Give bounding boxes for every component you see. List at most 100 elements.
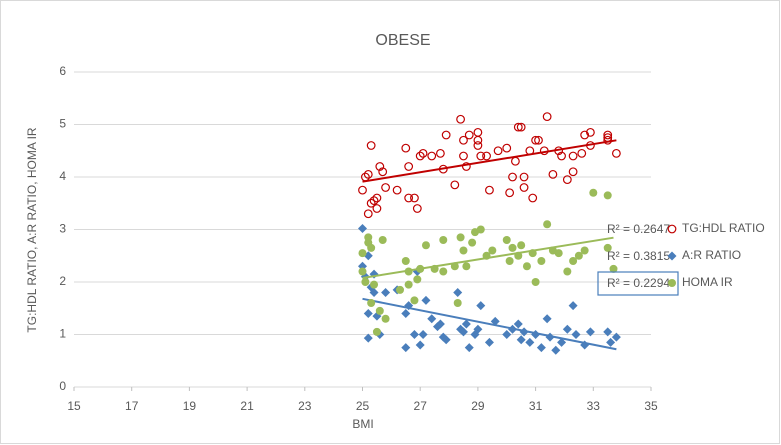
r2-label: R² = 0.2647 xyxy=(607,222,670,236)
point xyxy=(358,249,367,258)
point xyxy=(536,343,546,353)
y-tick-label: 4 xyxy=(59,169,66,183)
point xyxy=(485,185,494,195)
point xyxy=(363,309,373,318)
point xyxy=(369,288,379,297)
point xyxy=(375,306,384,315)
point xyxy=(364,233,373,242)
point xyxy=(372,193,382,203)
point xyxy=(418,148,428,158)
point xyxy=(421,241,430,250)
point xyxy=(375,162,385,171)
point xyxy=(508,172,517,182)
trendline xyxy=(362,236,614,280)
point xyxy=(459,151,468,161)
point xyxy=(358,223,367,233)
point xyxy=(456,233,465,242)
x-tick-label: 25 xyxy=(356,399,370,413)
point xyxy=(381,183,390,192)
point xyxy=(427,151,437,161)
point xyxy=(563,267,572,276)
x-tick-label: 27 xyxy=(414,399,428,413)
point xyxy=(513,319,523,329)
point xyxy=(372,204,382,213)
point xyxy=(358,267,367,276)
point xyxy=(404,193,414,203)
point xyxy=(461,162,471,171)
point xyxy=(603,191,612,200)
point xyxy=(453,299,462,307)
point xyxy=(525,337,535,347)
point xyxy=(528,193,538,203)
point xyxy=(367,243,376,252)
point xyxy=(519,172,529,182)
legend-swatch xyxy=(668,279,676,287)
point xyxy=(369,196,379,206)
point xyxy=(611,332,621,342)
x-tick-label: 23 xyxy=(298,399,312,413)
x-tick-label: 29 xyxy=(471,399,485,413)
point xyxy=(459,135,468,145)
point xyxy=(502,330,512,339)
point xyxy=(462,262,471,271)
point xyxy=(410,296,419,305)
point xyxy=(603,243,612,252)
r2-box xyxy=(597,271,679,296)
point xyxy=(363,333,373,343)
point xyxy=(517,241,526,250)
point xyxy=(378,236,387,244)
point xyxy=(439,267,448,276)
point xyxy=(482,151,491,161)
point xyxy=(476,301,486,311)
point xyxy=(464,130,474,140)
x-tick-label: 35 xyxy=(644,399,658,413)
point xyxy=(490,316,500,326)
point xyxy=(574,251,583,260)
point xyxy=(542,112,552,122)
point xyxy=(392,185,402,195)
point xyxy=(404,280,413,289)
point xyxy=(413,275,422,284)
point xyxy=(531,135,540,145)
point xyxy=(502,143,512,153)
point xyxy=(366,141,376,150)
point xyxy=(370,280,379,289)
point xyxy=(488,246,497,255)
point xyxy=(381,314,390,323)
point xyxy=(401,343,411,353)
point xyxy=(557,151,566,161)
y-tick-label: 1 xyxy=(59,327,66,341)
point xyxy=(542,314,552,324)
point xyxy=(366,198,376,208)
point xyxy=(476,225,485,234)
point xyxy=(441,335,451,345)
point xyxy=(577,148,587,158)
point xyxy=(585,327,595,337)
point xyxy=(435,148,445,158)
point xyxy=(427,314,437,324)
x-tick-label: 31 xyxy=(529,399,543,413)
r2-label: R² = 0.2294 xyxy=(607,276,670,290)
point xyxy=(468,238,477,247)
x-tick-label: 17 xyxy=(125,399,139,413)
point xyxy=(568,151,578,161)
y-tick-label: 5 xyxy=(59,117,66,131)
point xyxy=(435,319,445,329)
point xyxy=(586,127,595,137)
x-tick-label: 21 xyxy=(240,399,254,413)
point xyxy=(418,330,428,339)
y-tick-label: 2 xyxy=(59,274,66,288)
point xyxy=(473,127,483,137)
point xyxy=(557,337,567,347)
point xyxy=(589,188,598,197)
point xyxy=(606,337,616,347)
point xyxy=(367,299,376,307)
point xyxy=(484,337,494,347)
point xyxy=(401,143,411,153)
point xyxy=(519,183,529,192)
point xyxy=(459,246,468,255)
r2-label: R² = 0.3815 xyxy=(607,249,670,263)
point xyxy=(569,257,578,265)
